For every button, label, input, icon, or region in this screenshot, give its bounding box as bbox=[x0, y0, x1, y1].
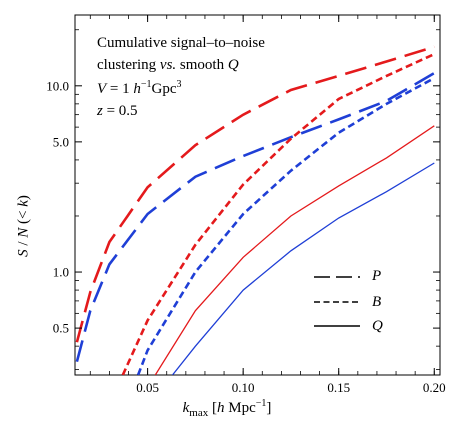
x-axis-label-k: k bbox=[182, 400, 190, 416]
annotation-text-3-eq: = 1 bbox=[106, 81, 134, 97]
y-tick-label: 1.0 bbox=[53, 265, 69, 280]
annotation-text-4-z: z bbox=[97, 103, 103, 119]
x-axis-label-sub: max bbox=[189, 407, 209, 419]
annotation-text-2a: clustering bbox=[97, 57, 160, 73]
series-line-1 bbox=[75, 45, 435, 343]
annotation-text-3-sup: −1 bbox=[140, 79, 152, 90]
x-tick-label: 0.20 bbox=[423, 380, 446, 395]
y-axis-label-rest: (< bbox=[15, 206, 32, 228]
series-line-5 bbox=[154, 125, 435, 375]
series-line-3 bbox=[121, 52, 435, 375]
y-tick-label: 5.0 bbox=[53, 134, 69, 149]
annotation-text-3-h: h bbox=[133, 81, 141, 97]
x-axis-label-pre: [ bbox=[208, 400, 217, 416]
annotation-text-2-vs: vs. bbox=[159, 57, 177, 73]
y-axis-label-s: S bbox=[15, 249, 32, 257]
annotation-text-2b: smooth bbox=[176, 57, 228, 73]
series-line-2 bbox=[75, 71, 435, 363]
annotation-text-4-eq: = 0.5 bbox=[102, 103, 138, 119]
series-line-4 bbox=[136, 76, 435, 375]
annotation-line-4: z = 0.5 bbox=[97, 104, 138, 119]
y-axis-label: S / N (< k) bbox=[16, 195, 33, 257]
plot-frame bbox=[74, 14, 441, 376]
annotation-text-3-sup2: 3 bbox=[176, 79, 182, 90]
x-tick-label: 0.10 bbox=[232, 380, 255, 395]
legend-label-q: Q bbox=[372, 318, 383, 334]
legend-label-b: B bbox=[372, 294, 382, 310]
annotation-line-2: clustering vs. smooth Q bbox=[97, 58, 239, 73]
y-axis-label-n: N bbox=[15, 227, 32, 238]
y-axis-label-close: ) bbox=[15, 195, 32, 201]
series-line-6 bbox=[171, 162, 435, 375]
x-tick-label: 0.15 bbox=[327, 380, 350, 395]
y-axis-label-k: k bbox=[15, 200, 32, 207]
x-axis-label-sup: −1 bbox=[255, 398, 267, 409]
x-tick-label: 0.05 bbox=[136, 380, 159, 395]
x-axis-label-h: h bbox=[216, 400, 225, 416]
x-axis-label: kmax [h Mpc−1] bbox=[0, 398, 454, 419]
y-axis-label-slash: / bbox=[15, 237, 32, 250]
x-axis-label-unit: Mpc bbox=[224, 400, 256, 416]
annotation-text-3-unit: Gpc bbox=[151, 81, 177, 97]
x-axis-label-post: ] bbox=[266, 400, 272, 416]
annotation-line-3: V = 1 h−1Gpc3 bbox=[97, 80, 182, 97]
legend-layer bbox=[314, 276, 360, 327]
series-layer bbox=[75, 45, 435, 375]
axes-layer: 0.05 0.10 0.15 0.20 0.5 1.0 5.0 10.0 bbox=[46, 15, 446, 395]
y-tick-label: 0.5 bbox=[53, 321, 69, 336]
y-tick-label: 10.0 bbox=[46, 78, 69, 93]
annotation-text-3-v: V bbox=[97, 81, 107, 97]
annotation-text-1: Cumulative signal–to–noise bbox=[97, 35, 265, 51]
annotation-line-1: Cumulative signal–to–noise bbox=[97, 36, 265, 51]
legend-label-p: P bbox=[372, 268, 382, 284]
annotation-text-2-q: Q bbox=[227, 57, 239, 73]
